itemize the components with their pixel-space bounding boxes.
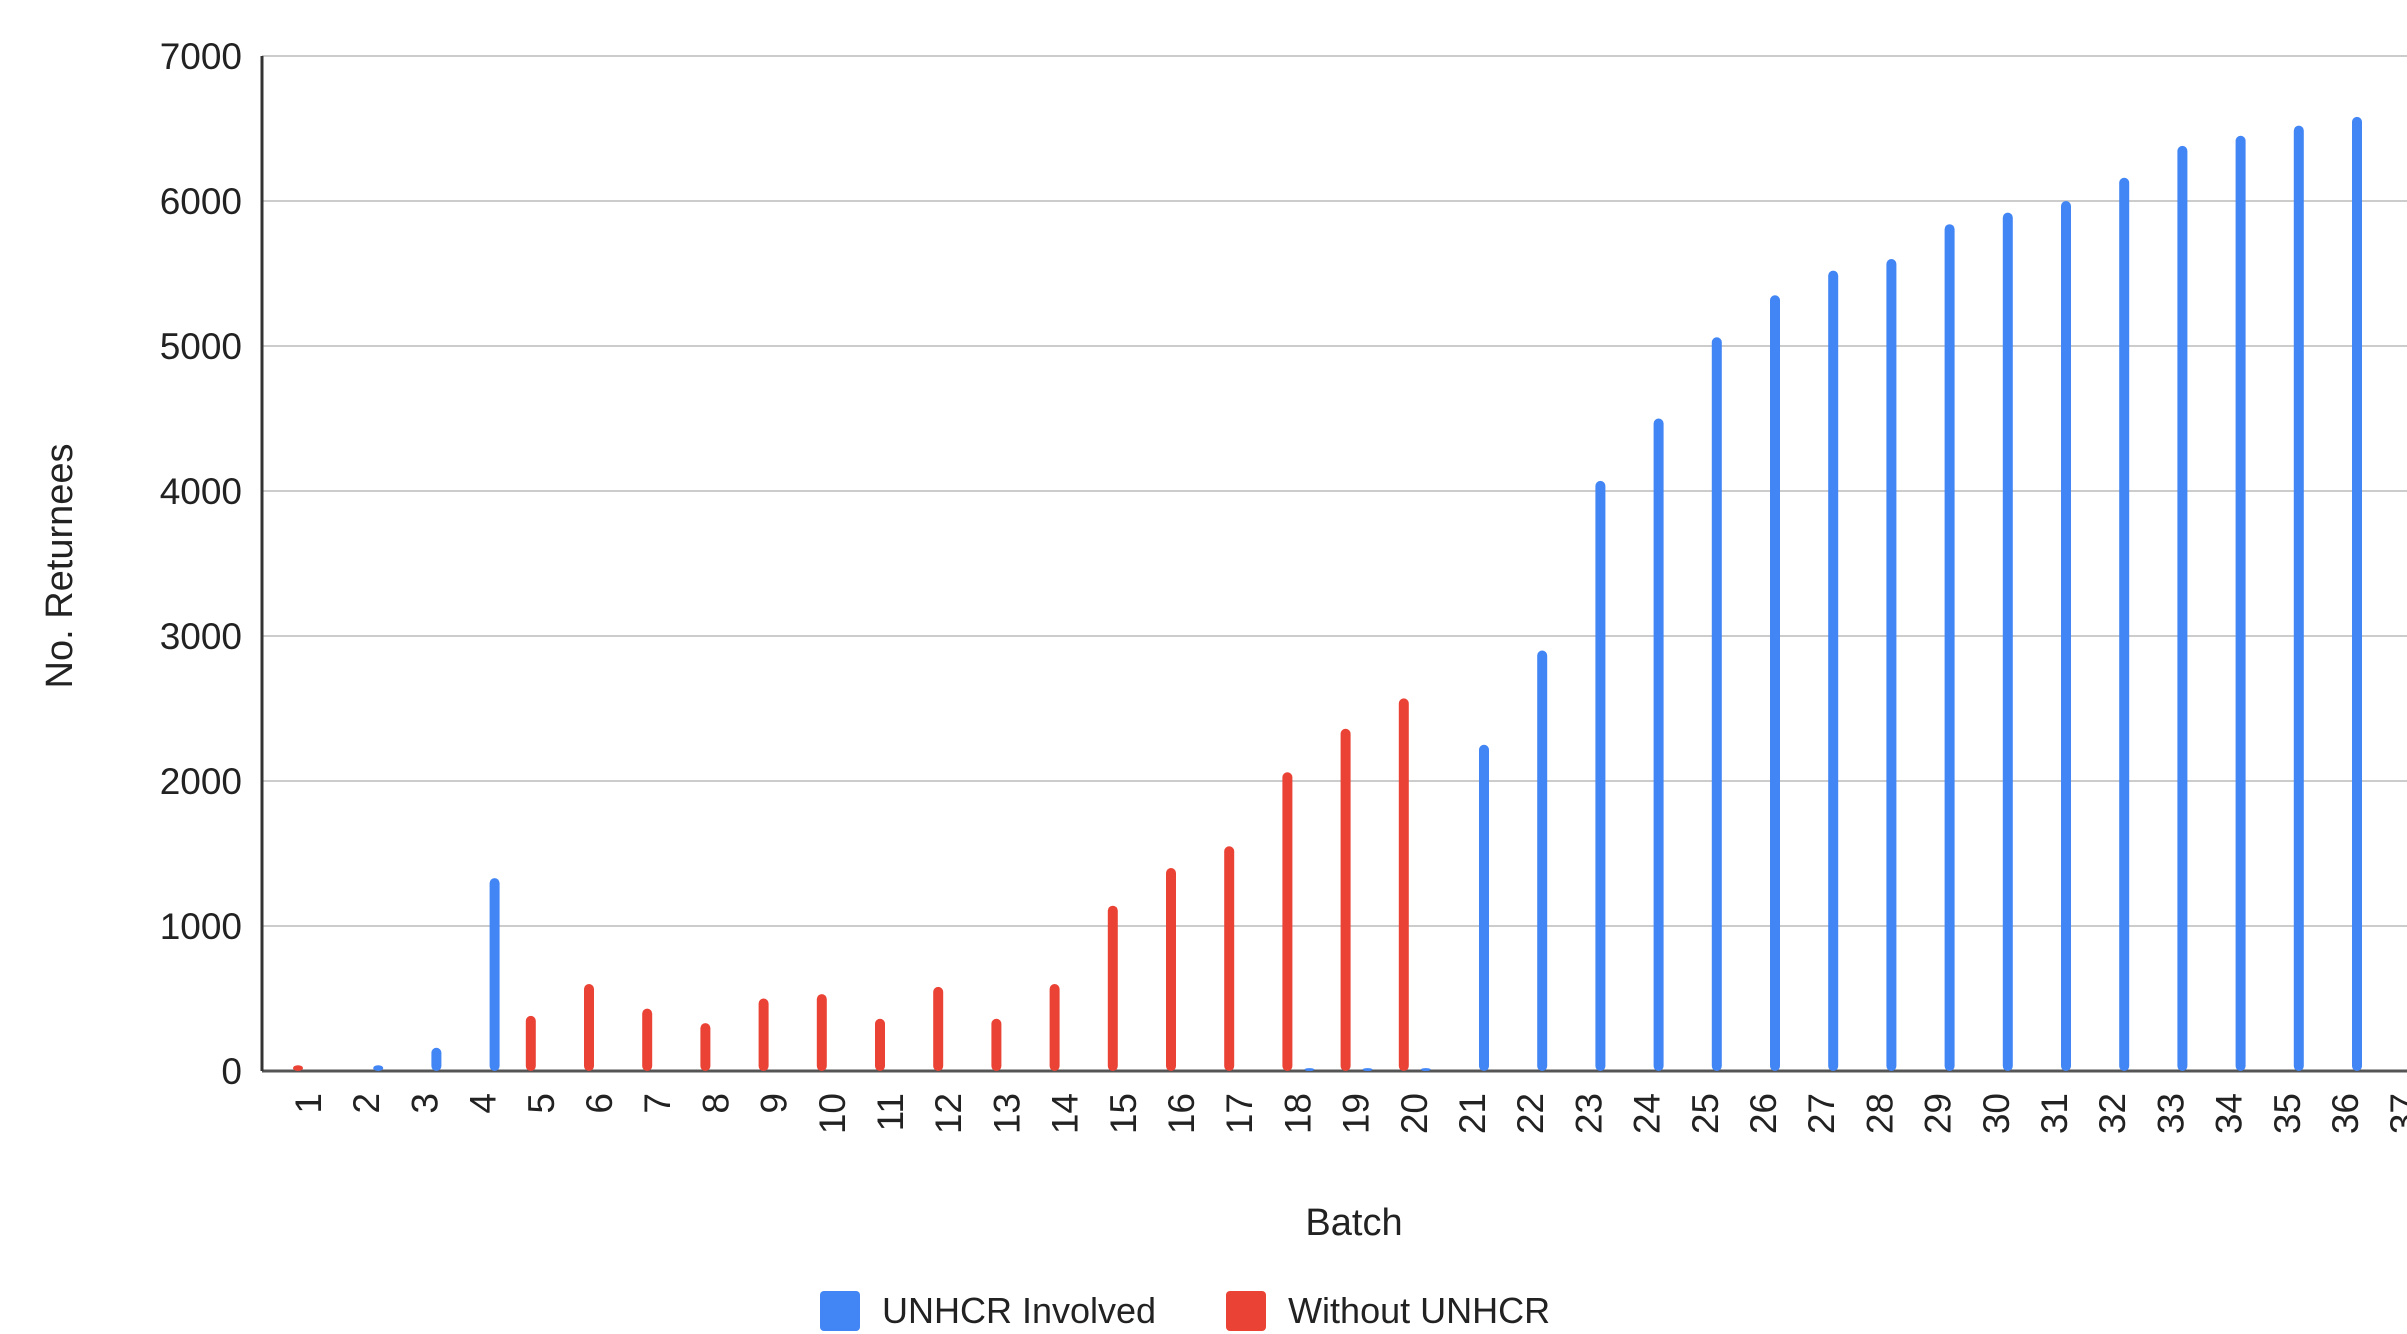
- x-tick-label: 19: [1336, 1093, 1377, 1134]
- x-tick-label: 6: [579, 1093, 620, 1114]
- x-tick-label: 7: [637, 1093, 678, 1114]
- bar-without-unhcr: [991, 1018, 1002, 1071]
- x-tick-label: 27: [1801, 1093, 1842, 1134]
- x-tick-label: 30: [1976, 1093, 2017, 1134]
- y-tick-label: 1000: [160, 906, 242, 947]
- x-tick-label: 15: [1103, 1093, 1144, 1134]
- x-tick-label: 23: [1568, 1093, 1609, 1134]
- bar-without-unhcr: [758, 998, 769, 1071]
- x-tick-label: 17: [1219, 1093, 1260, 1134]
- x-tick-label: 24: [1627, 1093, 1668, 1134]
- legend-item-unhcr-involved[interactable]: UNHCR Involved: [820, 1290, 1156, 1332]
- bar-unhcr-involved: [489, 878, 500, 1071]
- bar-unhcr-involved: [2119, 177, 2130, 1072]
- x-tick-label: 14: [1045, 1093, 1086, 1134]
- x-tick-label: 20: [1394, 1093, 1435, 1134]
- x-tick-label: 18: [1277, 1093, 1318, 1134]
- legend-swatch-without-unhcr: [1226, 1291, 1267, 1331]
- bar-unhcr-involved: [2352, 116, 2362, 1071]
- bar-unhcr-involved: [1653, 418, 1664, 1071]
- x-tick-label: 21: [1452, 1093, 1493, 1134]
- bar-unhcr-involved: [2293, 125, 2304, 1072]
- x-tick-label: 34: [2209, 1093, 2250, 1134]
- x-tick-label: 29: [1918, 1093, 1959, 1134]
- bar-without-unhcr: [1166, 868, 1176, 1071]
- legend-item-without-unhcr[interactable]: Without UNHCR: [1226, 1290, 1550, 1332]
- bar-without-unhcr: [1224, 846, 1235, 1071]
- x-tick-label: 2: [346, 1093, 387, 1114]
- bar-unhcr-involved: [431, 1047, 442, 1071]
- x-tick-label: 3: [404, 1093, 445, 1114]
- bar-unhcr-involved: [1304, 1068, 1315, 1071]
- bar-without-unhcr: [816, 994, 827, 1071]
- x-tick-label: 37: [2383, 1093, 2407, 1134]
- bar-unhcr-involved: [1479, 744, 1489, 1071]
- bar-unhcr-involved: [373, 1065, 384, 1071]
- x-tick-label: 9: [754, 1093, 795, 1114]
- legend-label-unhcr-involved: UNHCR Involved: [882, 1290, 1157, 1331]
- bar-without-unhcr: [1107, 905, 1118, 1071]
- x-tick-label: 13: [986, 1093, 1027, 1134]
- y-tick-label: 3000: [160, 616, 242, 657]
- x-tick-label: 12: [928, 1093, 969, 1134]
- bar-without-unhcr: [700, 1023, 711, 1071]
- bar-unhcr-involved: [2235, 135, 2246, 1071]
- bar-unhcr-involved: [1711, 337, 1722, 1071]
- legend: UNHCR Involved Without UNHCR: [820, 1290, 1550, 1332]
- x-tick-label: 8: [695, 1093, 736, 1114]
- x-tick-label: 28: [1859, 1093, 1900, 1134]
- x-tick-label: 26: [1743, 1093, 1784, 1134]
- bar-unhcr-involved: [2002, 212, 2013, 1072]
- y-tick-label: 4000: [160, 471, 242, 512]
- x-tick-label: 11: [870, 1093, 911, 1131]
- x-tick-label: 32: [2092, 1093, 2133, 1134]
- bar-without-unhcr: [525, 1015, 536, 1071]
- bar-unhcr-involved: [1770, 295, 1780, 1071]
- x-tick-label: 5: [521, 1093, 562, 1114]
- y-tick-label: 6000: [160, 181, 242, 222]
- bar-unhcr-involved: [1537, 650, 1548, 1071]
- x-tick-label: 36: [2325, 1093, 2366, 1134]
- bar-unhcr-involved: [1362, 1068, 1373, 1071]
- x-axis-title: Batch: [1305, 1202, 1402, 1244]
- bar-without-unhcr: [933, 986, 944, 1071]
- y-axis-title: No. Returnees: [39, 443, 81, 688]
- bar-without-unhcr: [1398, 698, 1409, 1071]
- bar-without-unhcr: [875, 1018, 885, 1071]
- x-tick-label: 31: [2034, 1093, 2075, 1134]
- legend-swatch-unhcr-involved: [820, 1291, 860, 1331]
- bar-without-unhcr: [584, 984, 594, 1071]
- x-tick-label: 4: [463, 1093, 504, 1114]
- x-tick-label: 33: [2150, 1093, 2191, 1134]
- y-tick-label: 7000: [160, 36, 242, 77]
- bar-without-unhcr: [1049, 984, 1060, 1071]
- bar-unhcr-involved: [1944, 224, 1955, 1071]
- x-tick-label: 10: [812, 1093, 853, 1134]
- x-tick-label: 16: [1161, 1093, 1202, 1134]
- x-tick-label: 35: [2267, 1093, 2308, 1134]
- legend-label-without-unhcr: Without UNHCR: [1288, 1290, 1551, 1331]
- bar-unhcr-involved: [1420, 1068, 1431, 1071]
- x-tick-label: 1: [288, 1093, 329, 1114]
- y-tick-label: 2000: [160, 761, 242, 802]
- bar-unhcr-involved: [2177, 145, 2188, 1071]
- y-tick-label: 0: [221, 1051, 242, 1092]
- x-tick-label: 22: [1510, 1093, 1551, 1134]
- bar-without-unhcr: [1282, 772, 1293, 1071]
- y-tick-label: 5000: [160, 326, 242, 367]
- bar-without-unhcr: [293, 1065, 303, 1071]
- bar-unhcr-involved: [1886, 259, 1897, 1071]
- bar-unhcr-involved: [1828, 270, 1839, 1072]
- x-tick-label: 25: [1685, 1093, 1726, 1134]
- bar-without-unhcr: [1340, 728, 1351, 1071]
- bar-unhcr-involved: [2061, 201, 2071, 1071]
- bar-without-unhcr: [642, 1008, 653, 1071]
- bar-unhcr-involved: [1595, 480, 1606, 1072]
